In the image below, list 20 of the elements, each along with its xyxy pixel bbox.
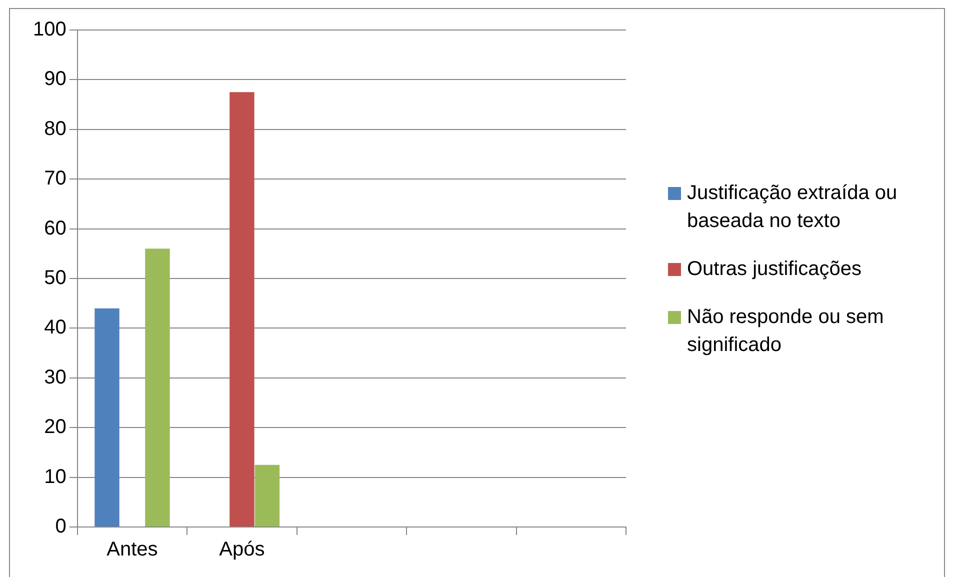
- legend-label: Outras justificações: [687, 256, 862, 282]
- y-tick-label: 50: [44, 267, 66, 290]
- bar: [145, 248, 170, 526]
- y-tick-label: 70: [44, 168, 66, 190]
- y-tick-label: 0: [55, 516, 66, 538]
- bar: [230, 92, 254, 526]
- y-tick-label: 30: [44, 366, 66, 388]
- y-tick-label: 100: [32, 18, 66, 41]
- bar: [94, 308, 120, 526]
- x-tick-label: Antes: [106, 538, 158, 561]
- legend-label: Justificação extraída ou baseada no texto: [687, 180, 898, 234]
- y-tick-label: 10: [44, 466, 66, 488]
- y-tick-label: 20: [44, 416, 66, 438]
- legend-label: Não responde ou sem significado: [687, 304, 885, 358]
- y-tick-label: 40: [44, 316, 66, 339]
- y-tick-label: 60: [44, 217, 66, 240]
- bar: [254, 464, 280, 526]
- y-tick-label: 90: [44, 68, 66, 90]
- x-tick-label: Após: [219, 538, 265, 561]
- y-tick-label: 80: [44, 118, 66, 140]
